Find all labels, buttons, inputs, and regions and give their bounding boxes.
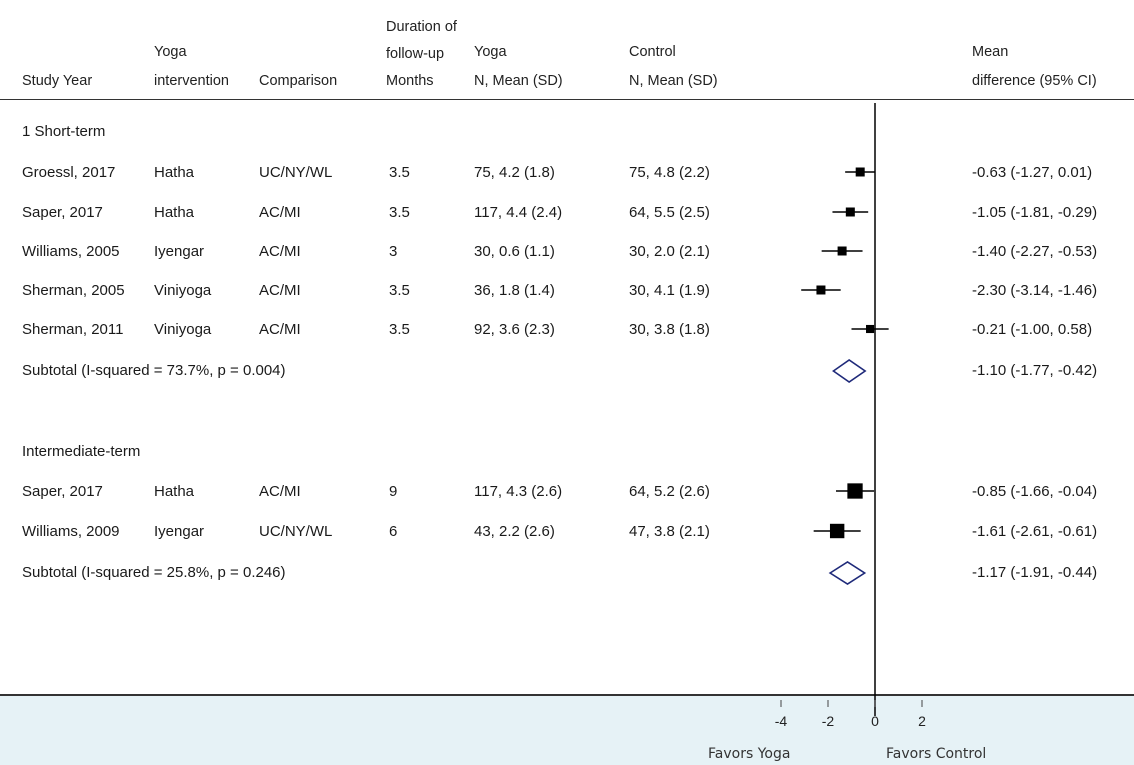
intervention-cell: Hatha [154, 204, 195, 221]
control-cell: 47, 3.8 (2.1) [629, 523, 710, 540]
favors-yoga-label: Favors Yoga [708, 746, 791, 762]
control-cell: 64, 5.5 (2.5) [629, 204, 710, 221]
intervention-cell: Hatha [154, 483, 195, 500]
yoga-cell: 92, 3.6 (2.3) [474, 321, 555, 338]
header-control-n: Control N, Mean (SD) [629, 44, 718, 89]
study-cell: Saper, 2017 [22, 204, 103, 221]
group-label-short-term: 1 Short-term [22, 123, 106, 140]
comparison-cell: UC/NY/WL [259, 164, 333, 181]
header-yoga-n: Yoga N, Mean (SD) [474, 44, 563, 89]
subtotal-label: Subtotal (I-squared = 73.7%, p = 0.004) [22, 362, 286, 379]
header-mean-difference: Mean difference (95% CI) [972, 44, 1097, 89]
header-rule [0, 99, 1134, 100]
x-tick-label: -4 [775, 713, 788, 729]
point-estimate [837, 246, 847, 256]
ci-cell: -1.05 (-1.81, -0.29) [972, 204, 1098, 221]
point-estimate [847, 483, 863, 499]
months-cell: 9 [389, 483, 398, 500]
ci-cell: -0.21 (-1.00, 0.58) [972, 321, 1093, 338]
subtotal-diamond [828, 561, 867, 585]
point-estimate [855, 167, 865, 177]
ci-cell: -0.63 (-1.27, 0.01) [972, 164, 1093, 181]
control-cell: 30, 3.8 (1.8) [629, 321, 710, 338]
subtotal-ci: -1.10 (-1.77, -0.42) [972, 362, 1098, 379]
point-estimate [845, 207, 855, 217]
study-cell: Saper, 2017 [22, 483, 103, 500]
point-estimate [866, 324, 875, 334]
intervention-cell: Iyengar [154, 243, 205, 260]
yoga-cell: 117, 4.4 (2.4) [474, 204, 563, 221]
ci-cell: -1.40 (-2.27, -0.53) [972, 243, 1098, 260]
control-cell: 64, 5.2 (2.6) [629, 483, 710, 500]
control-cell: 30, 4.1 (1.9) [629, 282, 710, 299]
x-tick-label: 0 [871, 713, 879, 729]
months-cell: 3.5 [389, 282, 410, 299]
comparison-cell: AC/MI [259, 282, 301, 299]
study-cell: Williams, 2005 [22, 243, 120, 260]
study-cell: Groessl, 2017 [22, 164, 116, 181]
bottom-rule [0, 694, 1134, 696]
yoga-cell: 75, 4.2 (1.8) [474, 164, 555, 181]
months-cell: 3.5 [389, 164, 410, 181]
yoga-cell: 30, 0.6 (1.1) [474, 243, 555, 260]
comparison-cell: UC/NY/WL [259, 523, 333, 540]
point-estimate [816, 285, 826, 295]
ci-cell: -2.30 (-3.14, -1.46) [972, 282, 1098, 299]
study-cell: Sherman, 2011 [22, 321, 124, 338]
x-tick-label: -2 [822, 713, 835, 729]
header-comparison: Comparison [259, 73, 338, 89]
header-study-year: Study Year [22, 73, 93, 89]
yoga-cell: 117, 4.3 (2.6) [474, 483, 563, 500]
favors-control-label: Favors Control [886, 746, 987, 762]
comparison-cell: AC/MI [259, 204, 301, 221]
study-cell: Sherman, 2005 [22, 282, 125, 299]
comparison-cell: AC/MI [259, 321, 301, 338]
subtotal-diamond [832, 359, 867, 383]
months-cell: 3.5 [389, 321, 410, 338]
intervention-cell: Viniyoga [154, 282, 212, 299]
months-cell: 3 [389, 243, 398, 260]
yoga-cell: 43, 2.2 (2.6) [474, 523, 555, 540]
ci-cell: -0.85 (-1.66, -0.04) [972, 483, 1098, 500]
bottom-band [0, 695, 1134, 765]
study-cell: Williams, 2009 [22, 523, 120, 540]
point-estimate [829, 523, 845, 539]
intervention-cell: Viniyoga [154, 321, 212, 338]
comparison-cell: AC/MI [259, 483, 301, 500]
yoga-cell: 36, 1.8 (1.4) [474, 282, 555, 299]
subtotal-label: Subtotal (I-squared = 25.8%, p = 0.246) [22, 564, 286, 581]
months-cell: 3.5 [389, 204, 410, 221]
header-yoga-intervention: Yoga intervention [154, 44, 229, 89]
header-duration: Duration of follow-up Months [386, 19, 457, 89]
group-label-intermediate-term: Intermediate-term [22, 443, 141, 460]
subtotal-ci: -1.17 (-1.91, -0.44) [972, 564, 1098, 581]
intervention-cell: Hatha [154, 164, 195, 181]
comparison-cell: AC/MI [259, 243, 301, 260]
control-cell: 30, 2.0 (2.1) [629, 243, 710, 260]
intervention-cell: Iyengar [154, 523, 205, 540]
control-cell: 75, 4.8 (2.2) [629, 164, 710, 181]
months-cell: 6 [389, 523, 398, 540]
x-tick-label: 2 [918, 713, 926, 729]
ci-cell: -1.61 (-2.61, -0.61) [972, 523, 1098, 540]
